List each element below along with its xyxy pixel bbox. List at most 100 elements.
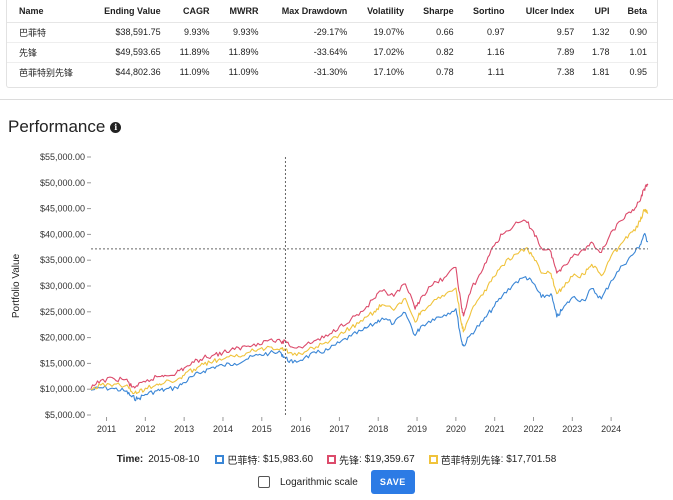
table-cell: 11.89% [219, 42, 269, 63]
series-line-0 [90, 232, 649, 402]
y-tick-label: $40,000.00 [40, 229, 85, 239]
performance-chart[interactable]: $5,000.00 $10,000.00 $15,000.00 $20,000.00 $… [0, 140, 673, 445]
y-tick-label: $55,000.00 [40, 152, 85, 162]
table-cell: 11.09% [179, 67, 210, 78]
table-cell: -33.64% [268, 42, 358, 63]
column-header[interactable]: Beta [619, 0, 657, 23]
column-header[interactable]: Ending Value [91, 0, 171, 23]
legend-name-buffett: 巴菲特 [227, 456, 258, 467]
legend-time-value: 2015-08-10 [148, 454, 200, 465]
chart-controls: Logarithmic scale SAVE [258, 470, 415, 494]
chart-legend: Time: 2015-08-10 巴菲特: $15,983.60 先锋: $19… [0, 452, 673, 467]
column-header[interactable]: Name [7, 0, 92, 23]
legend-item-combined[interactable]: 芭菲特别先锋: $17,701.58 [428, 452, 557, 467]
table-cell: 9.93% [219, 22, 269, 43]
legend-swatch-vanguard [327, 455, 337, 464]
legend-item-buffett[interactable]: 巴菲特: $15,983.60 [215, 452, 313, 467]
portfolio-name-cell: 巴菲特 [7, 22, 92, 43]
x-tick-label: 2018 [368, 424, 388, 434]
table-row: 芭菲特别先锋 $44,802.36 11.09% 11.09% -31.30% 17.10… [7, 62, 657, 82]
table-cell: 1.32 [584, 22, 620, 43]
table-cell: 0.82 [414, 42, 464, 63]
y-tick-label: $45,000.00 [40, 204, 85, 214]
y-tick-label: $35,000.00 [40, 255, 85, 265]
table-row: 巴菲特 $38,591.75 9.93% 9.93% -29.17% 19.07% 0.66… [7, 22, 657, 43]
column-header[interactable]: CAGR [170, 0, 220, 23]
table-cell: 9.93% [170, 22, 220, 43]
save-button[interactable]: SAVE [370, 470, 415, 494]
log-scale-checkbox[interactable] [258, 476, 270, 488]
y-tick-label: $20,000.00 [40, 333, 85, 343]
table-cell: 19.07% [357, 22, 414, 43]
y-tick-label: $15,000.00 [40, 358, 85, 368]
column-header[interactable]: Sortino [463, 0, 515, 23]
table-cell: 0.97 [463, 22, 515, 43]
x-tick-label: 2015 [252, 424, 272, 434]
info-icon[interactable]: i [110, 121, 122, 133]
x-tick-label: 2020 [446, 424, 466, 434]
x-tick-label: 2021 [485, 424, 505, 434]
table-cell: 1.81 [591, 67, 610, 78]
column-header[interactable]: Volatility [357, 0, 414, 23]
x-tick-label: 2022 [523, 424, 543, 434]
table-cell: 0.95 [629, 67, 647, 78]
stats-table-header-row: Name Ending Value CAGR MWRR Max Drawdown Vola… [7, 0, 657, 23]
x-tick-label: 2011 [97, 424, 116, 434]
portfolio-name-cell: 芭菲特别先锋 [19, 67, 74, 78]
legend-item-vanguard[interactable]: 先锋: $19,359.67 [327, 452, 415, 467]
legend-swatch-combined [428, 455, 438, 464]
legend-swatch-buffett [215, 455, 225, 464]
section-title: Performance i [8, 117, 122, 137]
legend-name-combined: 芭菲特别先锋 [440, 456, 501, 467]
table-cell: 11.89% [170, 42, 220, 63]
table-cell: 17.02% [357, 42, 414, 63]
legend-time-label: Time: [116, 454, 144, 465]
x-tick-label: 2016 [291, 424, 311, 434]
y-tick-label: $50,000.00 [40, 178, 85, 188]
y-tick-label: $10,000.00 [40, 384, 85, 394]
column-header[interactable]: Sharpe [414, 0, 464, 23]
legend-value-buffett: $15,983.60 [262, 454, 314, 465]
y-axis-label: Portfolio Value [11, 253, 22, 318]
x-tick-label: 2012 [135, 424, 155, 434]
table-cell: 1.11 [487, 67, 505, 78]
x-tick-label: 2024 [601, 424, 621, 434]
stats-table-body: 巴菲特 $38,591.75 9.93% 9.93% -29.17% 19.07% 0.66… [7, 22, 657, 82]
table-cell: -29.17% [268, 22, 358, 43]
y-tick-label: $30,000.00 [40, 281, 85, 291]
table-cell: $44,802.36 [115, 67, 161, 78]
table-cell: -31.30% [313, 67, 348, 78]
log-scale-label[interactable]: Logarithmic scale [280, 476, 358, 488]
column-header[interactable]: Max Drawdown [268, 0, 358, 23]
table-cell: 1.01 [619, 42, 657, 63]
table-cell: $38,591.75 [91, 22, 171, 43]
x-tick-label: 2017 [329, 424, 349, 434]
table-cell: 9.57 [514, 22, 585, 43]
series-line-1 [90, 183, 649, 389]
series-line-2 [90, 208, 649, 395]
table-cell: 17.10% [373, 67, 404, 78]
stats-card: Name Ending Value CAGR MWRR Max Drawdown Vola… [6, 0, 658, 88]
legend-name-vanguard: 先锋 [339, 456, 360, 467]
legend-value-combined: $17,701.58 [506, 454, 557, 465]
table-cell: 1.78 [584, 42, 620, 63]
table-cell: 11.09% [228, 67, 259, 78]
y-tick-label: $5,000.00 [45, 410, 85, 420]
performance-title: Performance [8, 117, 106, 136]
column-header[interactable]: UPI [584, 0, 620, 23]
portfolio-name-cell: 先锋 [7, 42, 92, 63]
x-tick-label: 2013 [174, 424, 194, 434]
table-cell: 1.16 [463, 42, 515, 63]
table-cell: 0.66 [414, 22, 464, 43]
column-header[interactable]: MWRR [219, 0, 269, 23]
legend-value-vanguard: $19,359.67 [364, 454, 415, 465]
x-tick-label: 2014 [213, 424, 233, 434]
table-cell: 7.89 [514, 42, 585, 63]
table-row: 先锋 $49,593.65 11.89% 11.89% -33.64% 17.02% 0.8… [7, 42, 657, 63]
x-tick-label: 2023 [562, 424, 582, 434]
stats-table: Name Ending Value CAGR MWRR Max Drawdown Vola… [7, 0, 657, 82]
table-cell: 7.38 [556, 67, 575, 78]
table-cell: 0.90 [619, 22, 657, 43]
y-tick-label: $25,000.00 [40, 307, 85, 317]
column-header[interactable]: Ulcer Index [514, 0, 585, 23]
